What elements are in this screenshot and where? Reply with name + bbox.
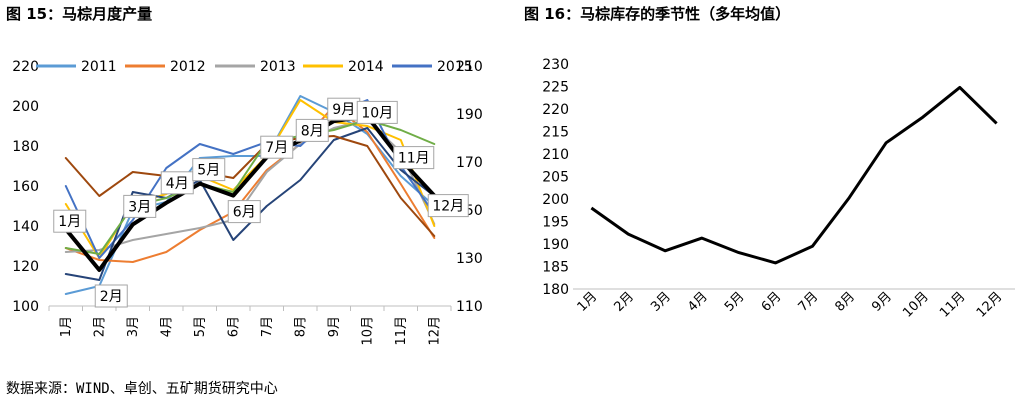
y-tick-label: 200 <box>12 99 39 115</box>
callout-box <box>94 284 128 308</box>
callout-box <box>123 194 157 218</box>
x-tick-label: 12月 <box>427 316 442 346</box>
x-tick-label: 8月 <box>293 316 308 337</box>
callout-label: 6月 <box>233 205 256 221</box>
x-tick-label: 3月 <box>126 316 141 337</box>
x-tick-label: 2月 <box>92 316 107 337</box>
y2-tick-label: 210 <box>456 59 483 75</box>
callout-box <box>356 100 398 124</box>
callout-label: 5月 <box>197 163 220 179</box>
palm-oil-production-chart: 1001201401601802002201101301501701902101… <box>12 59 483 346</box>
callout-label: 8月 <box>301 123 324 139</box>
y-tick-label: 205 <box>542 170 569 186</box>
callout-box <box>53 209 87 233</box>
y-tick-label: 215 <box>542 125 569 141</box>
y2-tick-label: 170 <box>456 155 483 171</box>
y2-tick-label: 130 <box>456 251 483 267</box>
x-tick-label: 12月 <box>974 289 1005 320</box>
series-line-extra-6 <box>64 135 436 237</box>
y-tick-label: 120 <box>12 259 39 275</box>
y-tick-label: 195 <box>542 215 569 231</box>
series-line-2012 <box>64 105 436 263</box>
x-tick-label: 9月 <box>327 316 342 337</box>
legend-label: 2013 <box>260 59 296 75</box>
x-tick-label: 3月 <box>648 289 674 315</box>
x-tick-label: 10月 <box>360 316 375 346</box>
x-tick-label: 10月 <box>900 289 931 320</box>
y-tick-label: 180 <box>542 282 569 298</box>
callout-box <box>260 135 294 159</box>
x-tick-label: 9月 <box>869 289 895 315</box>
x-tick-label: 4月 <box>159 316 174 337</box>
legend-label: 2012 <box>170 59 206 75</box>
y2-tick-label: 190 <box>456 107 483 123</box>
legend-label: 2015 <box>437 59 473 75</box>
figure-15-title: 图 15：马棕月度产量 <box>6 5 153 23</box>
callout-label: 7月 <box>265 140 288 156</box>
callout-label: 10月 <box>361 105 393 121</box>
x-tick-label: 8月 <box>832 289 858 315</box>
callout-box <box>393 146 435 170</box>
y2-tick-label: 110 <box>456 299 483 315</box>
callout-box <box>427 194 469 218</box>
y-tick-label: 225 <box>542 80 569 96</box>
x-tick-label: 11月 <box>937 289 968 320</box>
y-tick-label: 220 <box>542 102 569 118</box>
palm-oil-inventory-seasonality-chart: 180 185 190 195 200 205 210 215 220 225 230 1月 2月 3月 4… <box>542 57 1015 321</box>
y-tick-label: 160 <box>12 179 39 195</box>
y-tick-label: 180 <box>12 139 39 155</box>
x-tick-label: 7月 <box>796 289 822 315</box>
callout-label: 9月 <box>332 102 355 118</box>
callout-label: 3月 <box>128 199 151 215</box>
legend-label: 2014 <box>348 59 384 75</box>
callout-label: 4月 <box>166 176 189 192</box>
y-tick-label: 100 <box>12 299 39 315</box>
y-tick-label: 140 <box>12 219 39 235</box>
x-tick-label: 5月 <box>193 316 208 337</box>
x-tick-label: 2月 <box>611 289 637 315</box>
x-tick-label: 6月 <box>226 316 241 337</box>
callout-label: 2月 <box>100 289 123 305</box>
y-tick-label: 200 <box>542 192 569 208</box>
callout-label: 1月 <box>58 214 81 230</box>
x-tick-label: 7月 <box>260 316 275 337</box>
figure-16-title: 图 16：马棕库存的季节性（多年均值） <box>524 5 791 23</box>
x-tick-label: 6月 <box>759 289 785 315</box>
callout-box <box>227 200 261 224</box>
y-tick-label: 210 <box>542 147 569 163</box>
legend-label: 2011 <box>81 59 117 75</box>
data-source-note: 数据来源：WIND、卓创、五矿期货研究中心 <box>6 381 278 397</box>
callout-label: 11月 <box>398 151 430 167</box>
callout-box <box>160 171 194 195</box>
x-tick-label: 11月 <box>394 316 409 346</box>
x-tick-label: 5月 <box>722 289 748 315</box>
x-tick-label: 4月 <box>685 289 711 315</box>
callout-box <box>192 158 226 182</box>
callout-label: 12月 <box>432 199 464 215</box>
y-tick-label: 230 <box>542 57 569 73</box>
callout-box <box>295 118 329 142</box>
x-tick-label: 1月 <box>575 289 601 315</box>
y-tick-label: 185 <box>542 260 569 276</box>
x-tick-label: 1月 <box>59 316 74 337</box>
y-tick-label: 190 <box>542 237 569 253</box>
y-tick-label: 220 <box>12 59 39 75</box>
series-line-inventory-average <box>590 85 998 265</box>
